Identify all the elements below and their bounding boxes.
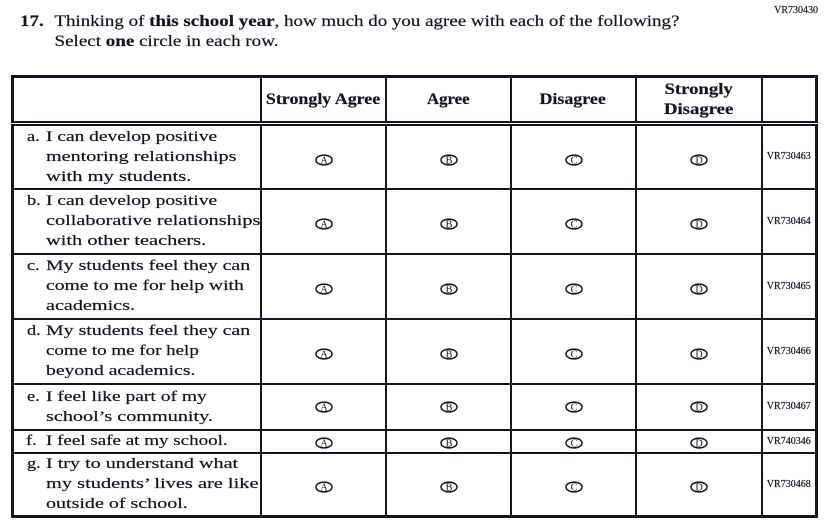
svg-text:C: C [570,220,577,231]
svg-text:A: A [320,155,328,166]
svg-text:A: A [320,350,328,361]
svg-text:B: B [445,155,452,166]
svg-text:A: A [320,285,328,296]
svg-text:C: C [570,155,577,166]
svg-text:D: D [695,350,702,361]
svg-text:D: D [695,438,702,449]
svg-text:C: C [570,285,577,296]
svg-text:B: B [445,438,452,449]
svg-text:D: D [695,403,702,414]
svg-text:D: D [695,483,702,494]
svg-text:C: C [570,483,577,494]
svg-text:A: A [320,403,328,414]
svg-text:C: C [570,438,577,449]
svg-text:C: C [570,350,577,361]
svg-text:A: A [320,438,328,449]
svg-text:D: D [695,155,702,166]
svg-text:B: B [445,220,452,231]
svg-text:C: C [570,403,577,414]
svg-text:D: D [695,220,702,231]
svg-text:B: B [445,483,452,494]
svg-text:D: D [695,285,702,296]
svg-text:B: B [445,403,452,414]
svg-text:A: A [320,483,328,494]
svg-text:B: B [445,285,452,296]
svg-text:A: A [320,220,328,231]
svg-text:B: B [445,350,452,361]
